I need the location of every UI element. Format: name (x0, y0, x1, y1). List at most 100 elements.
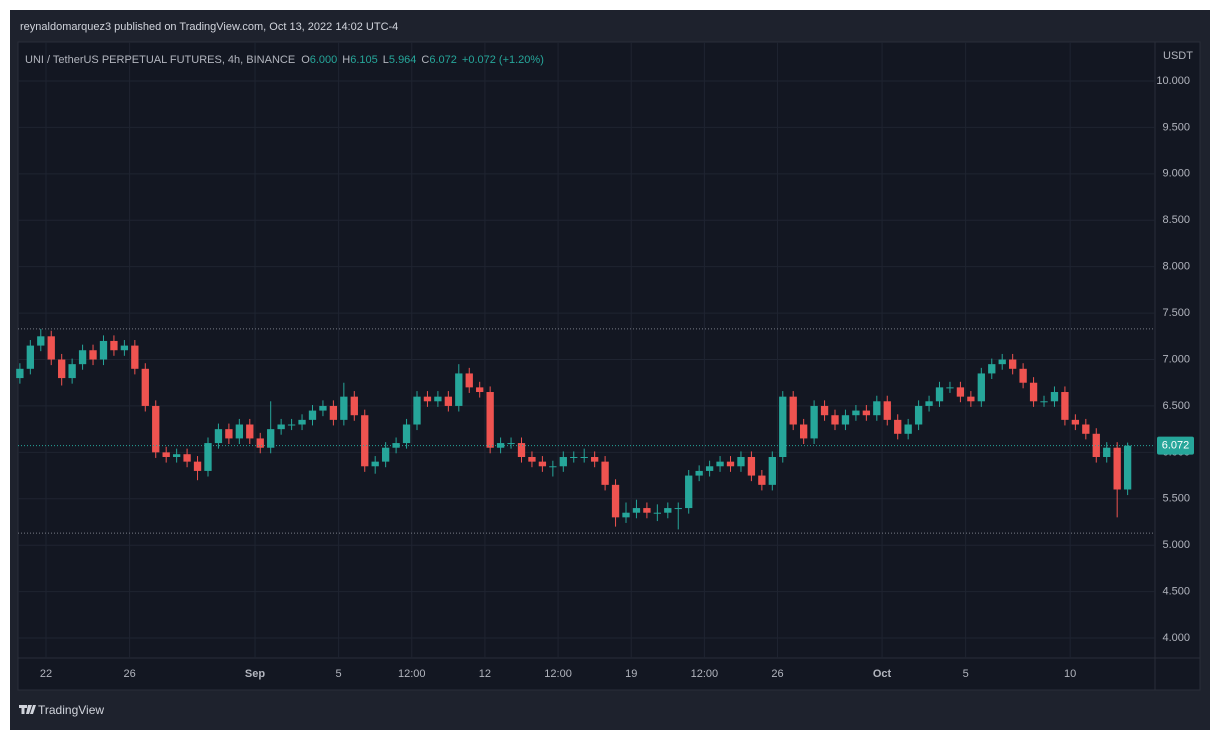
candle-body (444, 396, 453, 406)
y-tick-label: 10.000 (1156, 75, 1190, 87)
candle-body (110, 340, 118, 351)
y-tick-label: 5.000 (1162, 539, 1190, 551)
candle-body (162, 452, 170, 457)
candle-body (287, 424, 296, 426)
candle-body (308, 410, 317, 420)
candle-body (925, 401, 933, 406)
y-tick-label: 4.000 (1162, 632, 1190, 644)
candle-body (726, 461, 735, 467)
candle-body (350, 396, 358, 416)
candle-body (674, 508, 682, 510)
ohlc-key: O (301, 54, 310, 66)
candle-body (246, 424, 254, 439)
candle-body (894, 419, 902, 434)
publisher: reynaldomarquez3 published on TradingVie… (20, 21, 398, 33)
candle-body (716, 461, 724, 467)
candle-body (16, 368, 24, 379)
ohlc-value: 6.000 (310, 54, 338, 66)
candle-body (998, 359, 1006, 365)
x-tick-label: 5 (336, 668, 342, 680)
y-tick-label: 8.000 (1162, 261, 1190, 273)
ohlc-value: 6.072 (429, 54, 457, 66)
candle-body (653, 512, 662, 514)
candle-body (99, 340, 108, 360)
candle-body (611, 484, 620, 518)
candle-body (507, 443, 515, 445)
candle-body (549, 466, 557, 468)
candle-body (643, 508, 651, 513)
candle-body (747, 456, 756, 476)
candle-body (371, 461, 379, 467)
x-tick-label: 12 (479, 668, 491, 680)
ohlc-value: 6.105 (350, 54, 378, 66)
y-tick-label: 5.500 (1162, 493, 1190, 505)
candle-body (873, 401, 881, 416)
candle-body (904, 424, 912, 434)
candle-body (810, 405, 818, 439)
y-tick-label: 9.000 (1162, 168, 1190, 180)
candle-body (559, 456, 567, 467)
candle-body (78, 350, 87, 365)
candle-body (988, 364, 996, 374)
change: +0.072 (+1.20%) (462, 54, 544, 66)
candle-body (590, 456, 599, 462)
candle-body (779, 396, 787, 457)
candle-body (1019, 368, 1027, 383)
candle-body (434, 396, 442, 402)
candle-body (204, 443, 212, 471)
x-tick-label: Oct (873, 668, 892, 680)
candle-body (235, 424, 243, 439)
candle-body (225, 429, 233, 439)
ohlc-key: H (342, 54, 350, 66)
candle-body (967, 396, 975, 402)
candle-body (852, 410, 860, 416)
x-tick-label: 12:00 (398, 668, 426, 680)
candle-body (131, 345, 139, 369)
candle-body (580, 456, 588, 458)
candle-body (517, 443, 526, 457)
y-tick-label: 7.000 (1162, 353, 1190, 365)
candle-body (340, 396, 348, 420)
candle-body (277, 424, 285, 430)
candle-body (193, 461, 202, 471)
footer-logo (19, 705, 36, 714)
candle-body (381, 447, 390, 462)
y-tick-label: 7.500 (1162, 307, 1190, 319)
y-tick-label: 8.500 (1162, 214, 1190, 226)
candle-body (1103, 447, 1111, 457)
candle-body (1123, 445, 1132, 490)
candle-body (528, 456, 536, 462)
candle-body (172, 454, 181, 457)
x-tick-label: 5 (963, 668, 969, 680)
x-tick-label: 26 (123, 668, 135, 680)
candle-body (1009, 359, 1017, 369)
candle-body (914, 405, 923, 425)
candle-body (977, 373, 985, 402)
candle-body (1061, 392, 1069, 420)
candle-body (570, 456, 578, 458)
y-tick-label: 6.500 (1162, 400, 1190, 412)
candle-body (152, 405, 160, 453)
candle-body (214, 429, 223, 444)
candle-body (298, 419, 306, 425)
candle-body (1082, 424, 1090, 434)
candle-body (120, 345, 129, 351)
candle-body (685, 475, 693, 509)
candle-body (1071, 419, 1080, 425)
candle-body (486, 392, 494, 448)
plot (16, 42, 1155, 658)
candle-body (664, 508, 672, 513)
ohlc-value: 5.964 (389, 54, 417, 66)
candle-body (89, 350, 97, 360)
candle-body (267, 429, 275, 448)
x-tick-label: 10 (1064, 668, 1076, 680)
candle-body (141, 368, 149, 406)
chart-title: UNI / TetherUS PERPETUAL FUTURES, 4h, BI… (25, 54, 295, 66)
candle-body (1092, 433, 1100, 457)
candle-body (1040, 401, 1048, 403)
ohlc-key: C (421, 54, 429, 66)
candle-body (496, 443, 505, 448)
candle-body (789, 396, 797, 425)
candle-body (183, 454, 191, 462)
